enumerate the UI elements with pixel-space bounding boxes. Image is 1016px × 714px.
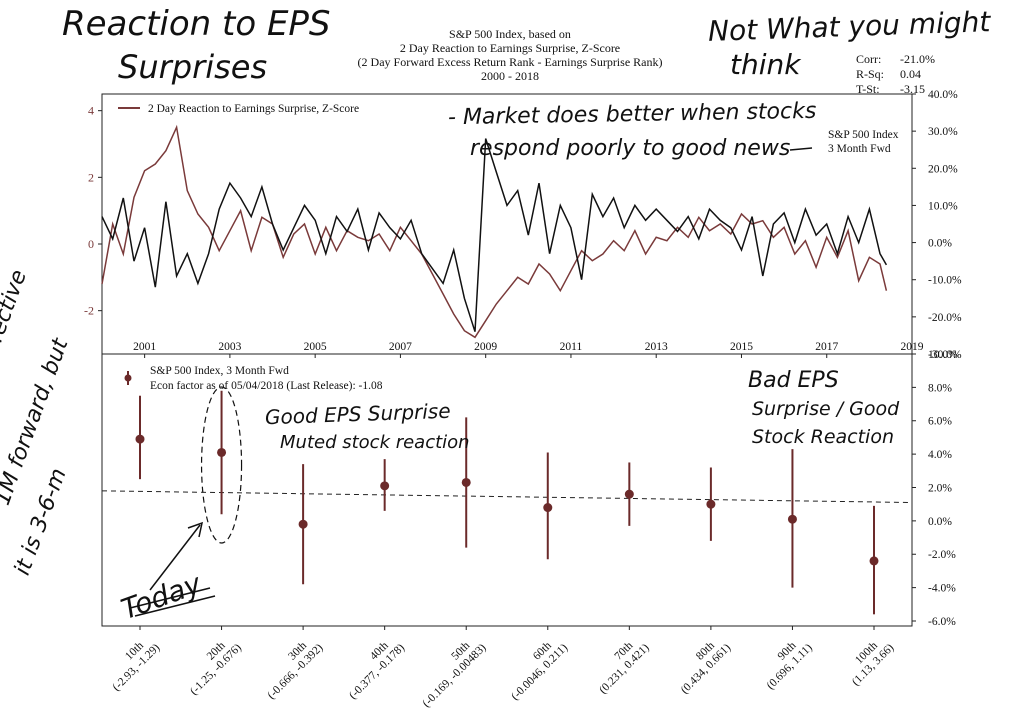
- x-tick-label: 2001: [133, 341, 156, 353]
- today-underline-2: [134, 595, 216, 617]
- data-point: [135, 434, 145, 444]
- handwritten-title-1: Reaction to EPS: [62, 4, 331, 44]
- right-tick-label: 40.0%: [928, 89, 958, 101]
- trend-line: [101, 490, 913, 504]
- category-label-group: 40th(-0.377, -0.178): [347, 639, 407, 701]
- left-tick-label: 4: [88, 104, 94, 118]
- right-axis-label-1: S&P 500 Index: [828, 129, 899, 141]
- y-tick-label: 8.0%: [928, 382, 952, 394]
- x-tick-label: 2009: [474, 341, 497, 353]
- data-point: [624, 489, 634, 499]
- line-chart: 4 2 0 -2 40.0% 30.0% 20.0% 10.0% 0.0% -10.0% -20.0…: [84, 89, 962, 361]
- today-arrow-line: [149, 524, 201, 591]
- right-tick-label: -30.0%: [928, 349, 962, 361]
- rsq-label: R-Sq:: [856, 67, 885, 81]
- y-tick-label: 0.0%: [928, 516, 952, 528]
- handwritten-bad-eps-2: Surprise / Good: [752, 398, 900, 420]
- y-tick-label: -6.0%: [928, 616, 956, 628]
- chart-title: S&P 500 Index, based on 2 Day Reaction t…: [300, 27, 720, 83]
- handwritten-bad-eps-3: Stock Reaction: [752, 426, 894, 448]
- data-point: [380, 481, 390, 491]
- category-label-group: 80th(0.434, 0.661): [679, 639, 734, 696]
- category-label-group: 90th(0.696, 1.11): [765, 639, 815, 691]
- chart-title-line-3: (2 Day Forward Excess Return Rank - Earn…: [357, 55, 663, 69]
- data-point: [869, 556, 879, 566]
- corr-label: Corr:: [856, 52, 882, 66]
- today-arrow-head: [187, 521, 204, 538]
- data-point: [298, 519, 308, 529]
- category-label-group: 20th(-1.25, -0.676): [188, 639, 244, 697]
- rsq-value: 0.04: [900, 67, 921, 81]
- today-underline-1: [129, 587, 211, 609]
- x-tick-label: 2013: [645, 341, 668, 353]
- category-label-group: 100th(1.13, 3.66): [850, 639, 897, 688]
- data-point: [543, 503, 553, 513]
- legend-label-2: Econ factor as of 05/04/2018 (Last Relea…: [150, 380, 383, 392]
- x-tick-label: 2015: [730, 341, 753, 353]
- category-label-group: 60th(-0.0046, 0.211): [509, 639, 570, 702]
- today-highlight-ellipse: [200, 386, 243, 544]
- x-tick-label: 2007: [389, 341, 412, 353]
- tst-label: T-St:: [856, 82, 880, 96]
- left-tick-label: -2: [84, 304, 94, 318]
- data-point: [461, 477, 471, 487]
- right-tick-label: 10.0%: [928, 200, 958, 212]
- data-point: [217, 447, 227, 457]
- left-tick-label: 2: [88, 170, 94, 184]
- category-label-group: 30th(-0.666, -0.392): [266, 639, 326, 701]
- category-label-group: 10th(-2.93, -1.29): [111, 639, 163, 693]
- right-tick-label: 20.0%: [928, 163, 958, 175]
- handwritten-note-middle-2: respond poorly to good news: [470, 136, 791, 161]
- tst-value: -3.15: [900, 82, 925, 96]
- y-tick-label: -2.0%: [928, 549, 956, 561]
- right-axis-label-2: 3 Month Fwd: [828, 143, 891, 155]
- legend-label: 2 Day Reaction to Earnings Surprise, Z-S…: [148, 103, 359, 115]
- right-tick-label: 30.0%: [928, 126, 958, 138]
- left-tick-label: 0: [88, 237, 94, 251]
- handwritten-title-2: Surprises: [118, 48, 268, 86]
- legend-point: [124, 374, 132, 382]
- stats-block: Corr: -21.0% R-Sq: 0.04 T-St: -3.15: [856, 52, 935, 97]
- handwritten-bad-eps-1: Bad EPS: [748, 368, 839, 393]
- x-tick-label: 2017: [815, 341, 838, 353]
- right-tick-label: -20.0%: [928, 312, 962, 324]
- y-tick-label: 10.0%: [928, 349, 958, 361]
- data-point: [787, 514, 797, 524]
- handwritten-dash: [789, 147, 813, 151]
- right-tick-label: 0.0%: [928, 238, 952, 250]
- category-label-group: 50th(-0.169, -0.00483): [420, 639, 488, 709]
- y-tick-label: 2.0%: [928, 482, 952, 494]
- top-plot-frame: [101, 93, 913, 355]
- chart-title-line-1: S&P 500 Index, based on: [449, 27, 571, 41]
- category-label-group: 70th(0.231, 0.421): [597, 639, 652, 696]
- bottom-plot-frame: [101, 353, 913, 627]
- x-tick-label: 2019: [901, 341, 924, 353]
- chart-title-line-2: 2 Day Reaction to Earnings Surprise, Z-S…: [399, 41, 621, 55]
- series-line-1: [101, 138, 888, 332]
- y-tick-label: 4.0%: [928, 449, 952, 461]
- series-line-0: [101, 124, 888, 339]
- y-tick-label: -4.0%: [928, 583, 956, 595]
- x-tick-label: 2011: [560, 341, 583, 353]
- x-tick-label: 2005: [304, 341, 327, 353]
- legend-label-1: S&P 500 Index, 3 Month Fwd: [150, 365, 289, 377]
- data-point: [706, 499, 716, 509]
- handwritten-good-eps-2: Muted stock reaction: [280, 432, 470, 453]
- corr-value: -21.0%: [900, 52, 935, 66]
- chart-title-line-4: 2000 - 2018: [481, 69, 539, 83]
- handwritten-note-right-2: think: [730, 48, 801, 81]
- right-tick-label: -10.0%: [928, 275, 962, 287]
- y-tick-label: 6.0%: [928, 416, 952, 428]
- x-tick-label: 2003: [218, 341, 241, 353]
